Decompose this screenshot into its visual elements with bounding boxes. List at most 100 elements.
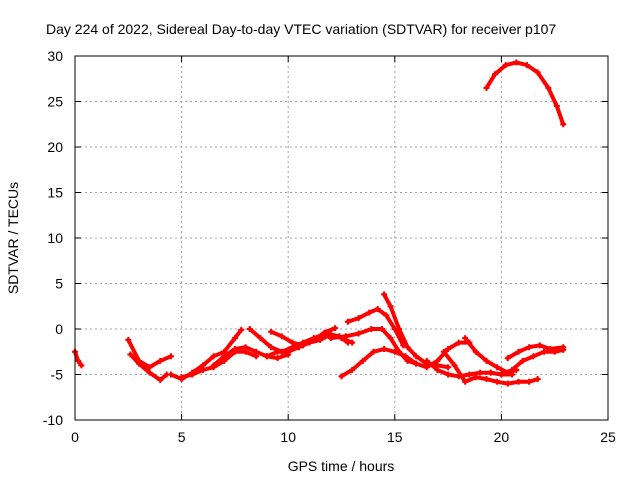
- data-point: [545, 84, 552, 91]
- data-point: [560, 344, 567, 351]
- grid: [75, 56, 608, 420]
- data-point: [289, 339, 296, 346]
- data-point: [526, 378, 533, 385]
- data-point: [466, 371, 473, 378]
- data-point: [274, 355, 281, 362]
- data-point: [553, 103, 560, 110]
- data-point: [519, 357, 526, 364]
- series-track-1: [72, 348, 85, 369]
- data-point: [515, 378, 522, 385]
- data-point: [455, 339, 462, 346]
- data-point: [146, 369, 153, 376]
- data-point: [268, 328, 275, 335]
- data-point: [445, 371, 452, 378]
- data-point: [125, 336, 132, 343]
- data-point: [300, 342, 307, 349]
- data-point: [434, 366, 441, 373]
- data-point: [210, 353, 217, 360]
- data-point: [483, 376, 490, 383]
- series-track-16: [440, 348, 541, 387]
- data-point: [257, 335, 264, 342]
- series-track-20: [483, 59, 567, 128]
- data-point: [413, 360, 420, 367]
- plot-series: [72, 59, 567, 387]
- data-point: [483, 84, 490, 91]
- data-point: [445, 364, 452, 371]
- data-point: [274, 348, 281, 355]
- data-point: [440, 348, 447, 355]
- data-point: [157, 357, 164, 364]
- y-axis-label: SDTVAR / TECUs: [5, 182, 21, 294]
- series-track-3: [127, 351, 170, 383]
- y-tick-label-10: 10: [47, 230, 63, 246]
- data-point: [246, 326, 253, 332]
- y-tick-label--5: -5: [51, 367, 64, 383]
- data-point: [278, 333, 285, 340]
- data-point: [513, 59, 520, 66]
- data-point: [523, 62, 530, 69]
- x-tick-label-10: 10: [280, 429, 296, 445]
- data-point: [355, 330, 362, 337]
- data-point: [487, 369, 494, 376]
- series-track-19: [504, 342, 567, 362]
- x-tick-label-15: 15: [387, 429, 403, 445]
- data-point: [199, 366, 206, 373]
- data-point: [157, 376, 164, 383]
- data-point: [483, 357, 490, 364]
- data-point: [530, 353, 537, 360]
- data-point: [342, 333, 349, 340]
- data-point: [242, 344, 249, 351]
- data-point: [359, 357, 366, 364]
- data-point: [423, 364, 430, 371]
- data-point: [492, 71, 499, 78]
- data-point: [402, 353, 409, 360]
- data-point: [127, 351, 134, 358]
- data-point: [210, 362, 217, 369]
- data-point: [504, 380, 511, 387]
- y-tick-label-25: 25: [47, 94, 63, 110]
- y-tick-label--10: -10: [43, 412, 63, 428]
- data-point: [366, 309, 373, 316]
- data-point: [472, 374, 479, 381]
- y-tick-label-30: 30: [47, 48, 63, 64]
- data-point: [547, 346, 554, 353]
- data-point: [338, 373, 345, 380]
- data-point: [383, 312, 390, 319]
- data-point: [451, 362, 458, 369]
- axis-ticks: 0 5 10 15 20 25 -10 -5 0 5 10 15 20 25 30: [43, 48, 616, 445]
- data-point: [221, 353, 228, 360]
- x-tick-label-25: 25: [600, 429, 616, 445]
- data-point: [368, 326, 375, 332]
- data-point: [321, 329, 328, 336]
- data-point: [477, 369, 484, 376]
- data-point: [387, 335, 394, 342]
- data-point: [494, 364, 501, 371]
- data-point: [379, 326, 386, 332]
- series-line-track-16: [441, 349, 540, 386]
- data-point: [167, 353, 174, 360]
- data-point: [231, 335, 238, 342]
- data-point: [504, 355, 511, 362]
- data-point: [396, 326, 403, 332]
- data-point: [560, 121, 567, 128]
- data-point: [462, 378, 469, 385]
- chart-title: Day 224 of 2022, Sidereal Day-to-day VTE…: [46, 21, 556, 37]
- x-tick-label-5: 5: [178, 429, 186, 445]
- data-point: [472, 348, 479, 355]
- x-axis-label: GPS time / hours: [288, 458, 395, 474]
- data-point: [534, 69, 541, 76]
- data-point: [515, 348, 522, 355]
- data-point: [413, 353, 420, 360]
- data-point: [253, 348, 260, 355]
- data-point: [327, 335, 334, 342]
- data-point: [462, 335, 469, 342]
- data-point: [135, 360, 142, 367]
- y-tick-label-0: 0: [55, 321, 63, 337]
- data-point: [387, 303, 394, 310]
- data-point: [349, 366, 356, 373]
- data-point: [494, 378, 501, 385]
- data-point: [391, 348, 398, 355]
- series-track-18: [487, 346, 567, 378]
